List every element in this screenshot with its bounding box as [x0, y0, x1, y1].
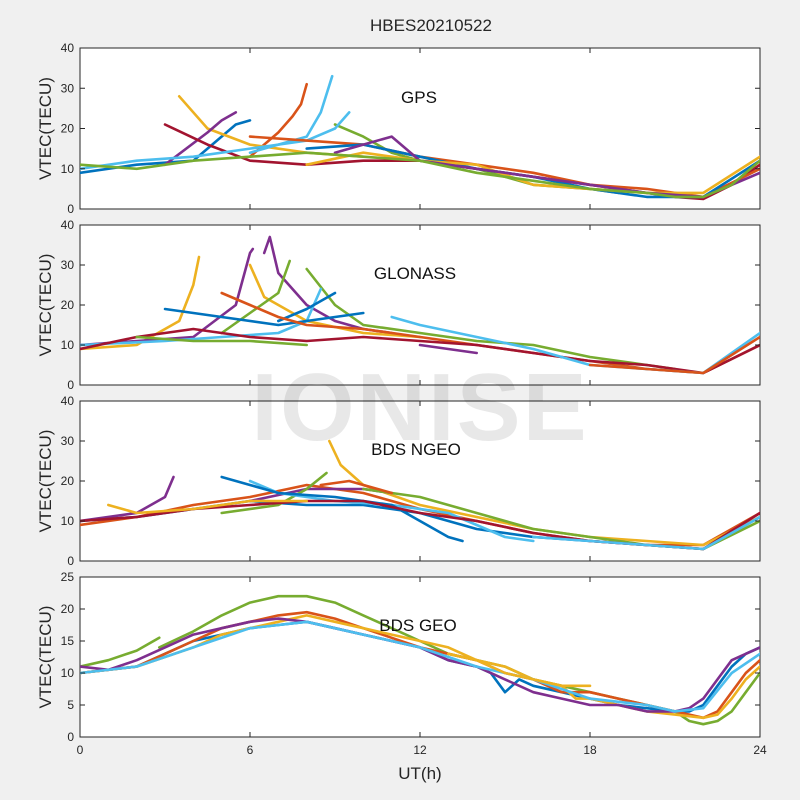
- y-tick-label: 0: [67, 378, 74, 392]
- panel-label: GPS: [401, 88, 437, 107]
- series-line-6: [80, 287, 323, 347]
- series-line-0: [80, 255, 201, 351]
- y-tick-label: 10: [61, 162, 75, 176]
- panel-label: BDS NGEO: [371, 440, 461, 459]
- series-line-7: [80, 111, 351, 171]
- figure-title: HBES20210522: [370, 16, 492, 35]
- x-axis-label: UT(h): [398, 764, 441, 783]
- x-tick-label: 24: [753, 743, 767, 757]
- y-tick-label: 30: [61, 258, 75, 272]
- axes-layer: 0 10 20 30 40 VTEC(TECU) GPS 0 10 20 30 40 VTEC(TECU…: [36, 41, 767, 757]
- y-tick-label: 40: [61, 394, 75, 408]
- series-line-7: [447, 652, 592, 688]
- x-tick-label: 12: [413, 743, 427, 757]
- series-group: [80, 594, 760, 726]
- y-axis-label: VTEC(TECU): [36, 77, 55, 180]
- y-tick-label: 0: [67, 554, 74, 568]
- series-line-3: [80, 475, 175, 523]
- series-line-12: [135, 335, 308, 347]
- series-line-11: [333, 135, 760, 199]
- y-tick-label: 20: [61, 474, 75, 488]
- x-tick-label: 18: [583, 743, 597, 757]
- series-line-6: [80, 620, 760, 713]
- y-tick-label: 20: [61, 298, 75, 312]
- series-line-2: [328, 439, 760, 547]
- series-line-8: [277, 291, 337, 323]
- series-line-11: [107, 499, 308, 515]
- series-line-7: [163, 307, 365, 327]
- y-tick-label: 10: [61, 514, 75, 528]
- series-group: [80, 439, 760, 551]
- panel-label: BDS GEO: [379, 616, 456, 635]
- y-axis-label: VTEC(TECU): [36, 430, 55, 533]
- y-tick-label: 40: [61, 218, 75, 232]
- y-tick-label: 25: [61, 570, 75, 584]
- series-line-10: [80, 327, 760, 375]
- y-tick-label: 10: [61, 666, 75, 680]
- watermark: IONISE: [251, 354, 588, 461]
- plot-area: [79, 400, 761, 562]
- y-tick-label: 20: [61, 122, 75, 136]
- series-line-13: [418, 343, 478, 355]
- series-line-0: [80, 636, 161, 668]
- y-tick-label: 5: [67, 698, 74, 712]
- panel-label: GLONASS: [374, 264, 456, 283]
- y-tick-label: 40: [61, 41, 75, 55]
- series-line-14: [588, 335, 760, 375]
- y-tick-label: 15: [61, 634, 75, 648]
- x-tick-label: 0: [77, 743, 84, 757]
- x-tick-label: 6: [247, 743, 254, 757]
- y-axis-label: VTEC(TECU): [36, 254, 55, 357]
- y-tick-label: 0: [67, 730, 74, 744]
- y-tick-label: 30: [61, 434, 75, 448]
- y-axis-label: VTEC(TECU): [36, 606, 55, 709]
- plot-area: [79, 224, 761, 386]
- series-line-10: [305, 151, 760, 195]
- y-tick-label: 20: [61, 602, 75, 616]
- series-line-5: [305, 267, 677, 371]
- plot-area: [79, 47, 761, 210]
- series-line-4: [220, 259, 291, 335]
- series-line-12: [80, 151, 760, 199]
- y-tick-label: 0: [67, 202, 74, 216]
- series-group: [80, 74, 760, 201]
- panel-3: 0 5 10 15 20 25 0 6 12 18 24 VTEC(TECU) BDS GEO: [36, 570, 767, 757]
- panel-2: 0 10 20 30 40 VTEC(TECU) BDS NGEO: [36, 394, 761, 568]
- series-line-12: [532, 515, 760, 551]
- panel-1: 0 10 20 30 40 VTEC(TECU) GLONASS: [36, 218, 761, 392]
- y-tick-label: 10: [61, 338, 75, 352]
- y-tick-label: 30: [61, 81, 75, 95]
- series-group: [80, 235, 760, 375]
- series-line-5: [248, 74, 334, 154]
- series-line-1: [248, 82, 308, 158]
- series-line-10: [319, 479, 393, 495]
- series-line-3: [163, 111, 238, 166]
- panel-0: 0 10 20 30 40 VTEC(TECU) GPS: [36, 41, 761, 216]
- series-line-5: [220, 471, 328, 515]
